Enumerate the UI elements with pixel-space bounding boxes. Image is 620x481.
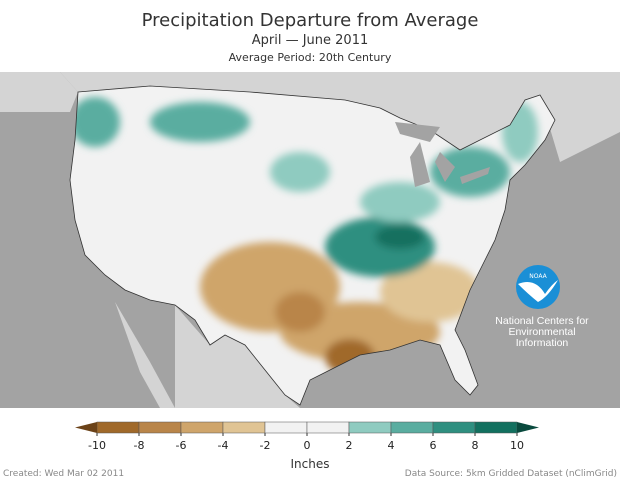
canada-west [0,72,78,112]
legend-tick-label: 6 [430,439,437,452]
legend-swatch [306,421,350,434]
ncei-line: National Centers for [495,315,589,327]
legend-tick-label: 4 [388,439,395,452]
legend-high-arrow [517,422,539,433]
ncei-name: National Centers for Environmental Infor… [492,316,592,349]
canada [0,72,620,162]
ncei-line: Information [515,337,569,349]
color-legend: -10 -8 -6 -4 -2 0 2 4 6 8 10 [75,421,539,452]
legend-swatch [222,421,266,434]
precipitation-map: NOAA [0,72,620,408]
legend-swatch [432,421,476,434]
average-period: Average Period: 20th Century [228,51,392,64]
legend-swatch [96,421,140,434]
legend-tick-label: -6 [176,439,187,452]
mexico-baja [115,302,175,408]
data-source: Data Source: 5km Gridded Dataset (nClimG… [404,469,617,479]
legend-unit: Inches [290,457,330,471]
legend-swatch [474,421,518,434]
legend-tick-label: 0 [304,439,311,452]
legend-swatch [348,421,392,434]
created-date: Created: Wed Mar 02 2011 [3,469,125,479]
legend-tick-label: 10 [510,439,524,452]
legend-swatch [180,421,224,434]
legend-tick-label: -10 [88,439,106,452]
legend-swatch [138,421,182,434]
noaa-logo-text: NOAA [529,273,547,280]
legend-tick-label: -8 [134,439,145,452]
legend-tick-label: -2 [260,439,271,452]
legend-low-arrow [75,422,97,433]
mexico [175,305,300,408]
great-lakes [395,122,490,187]
legend-swatch [264,421,308,434]
map-title: Precipitation Departure from Average [141,10,479,31]
ncei-line: Environmental [508,326,576,338]
legend-tick-label: 2 [346,439,353,452]
legend-swatch [390,421,434,434]
legend-tick-label: 8 [472,439,479,452]
legend-tick-label: -4 [218,439,229,452]
map-subtitle: April — June 2011 [251,33,369,48]
